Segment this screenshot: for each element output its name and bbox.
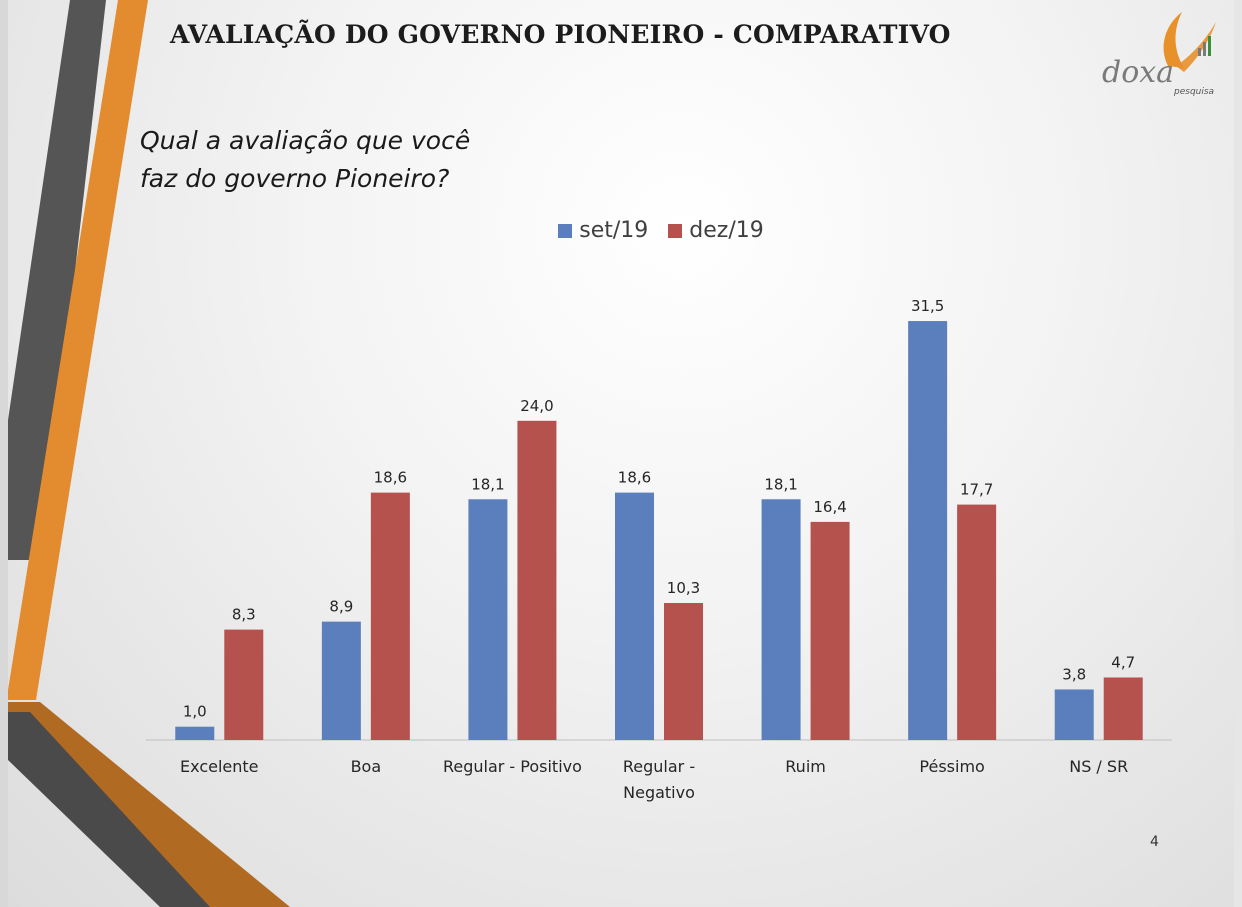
data-label-set19-6: 3,8 bbox=[1062, 665, 1086, 683]
data-label-dez19-1: 18,6 bbox=[374, 469, 407, 487]
logo-bar-3 bbox=[1208, 36, 1211, 56]
orange-diagonal-stripe bbox=[8, 0, 148, 700]
bottom-orange-stripe bbox=[8, 702, 290, 907]
data-label-dez19-5: 17,7 bbox=[960, 481, 993, 499]
slide-title: AVALIAÇÃO DO GOVERNO PIONEIRO - COMPARAT… bbox=[170, 20, 951, 49]
bar-set19-4 bbox=[761, 499, 801, 740]
bar-dez19-6 bbox=[1103, 677, 1143, 740]
category-label-5: Péssimo bbox=[919, 757, 984, 776]
category-label-3-line-0: Regular - bbox=[623, 757, 695, 776]
logo-orange-swoosh bbox=[1163, 12, 1184, 68]
bar-dez19-1 bbox=[370, 492, 410, 740]
data-label-set19-1: 8,9 bbox=[329, 598, 353, 616]
bar-dez19-3 bbox=[664, 603, 703, 740]
bar-set19-1 bbox=[321, 621, 361, 740]
category-label-1: Boa bbox=[351, 757, 382, 776]
data-label-dez19-2: 24,0 bbox=[520, 397, 553, 415]
bar-set19-6 bbox=[1054, 689, 1094, 740]
logo-orange-swoosh-2 bbox=[1176, 22, 1216, 72]
legend-item-dez19: dez/19 bbox=[668, 218, 764, 243]
page-number: 4 bbox=[1150, 834, 1159, 850]
right-edge-shade bbox=[1234, 0, 1242, 907]
bar-set19-3 bbox=[615, 492, 654, 740]
category-label-4: Ruim bbox=[785, 757, 826, 776]
legend-label-dez19: dez/19 bbox=[689, 218, 764, 243]
data-label-set19-2: 18,1 bbox=[471, 475, 504, 493]
bar-set19-5 bbox=[908, 321, 948, 740]
data-label-set19-3: 18,6 bbox=[618, 469, 651, 487]
bar-set19-2 bbox=[468, 499, 508, 740]
logo-bar-2 bbox=[1203, 42, 1206, 56]
category-label-2: Regular - Positivo bbox=[443, 757, 582, 776]
category-label-3-line-1: Negativo bbox=[623, 783, 695, 802]
data-label-dez19-6: 4,7 bbox=[1111, 653, 1135, 671]
legend-label-set19: set/19 bbox=[579, 218, 649, 243]
data-label-dez19-0: 8,3 bbox=[232, 606, 256, 624]
survey-question: Qual a avaliação que você faz do governo… bbox=[140, 122, 560, 198]
bar-dez19-0 bbox=[224, 629, 264, 740]
legend-item-set19: set/19 bbox=[558, 218, 648, 243]
legend-swatch-dez19 bbox=[668, 223, 683, 238]
question-line-1: Qual a avaliação que você bbox=[140, 126, 471, 155]
data-label-set19-0: 1,0 bbox=[183, 703, 207, 721]
bar-dez19-2 bbox=[517, 420, 557, 740]
category-label-0: Excelente bbox=[180, 757, 258, 776]
bottom-dark-stripe bbox=[8, 712, 210, 907]
logo-text: doxa bbox=[1102, 55, 1174, 90]
bar-dez19-5 bbox=[957, 504, 997, 740]
chart-legend: set/19 dez/19 bbox=[0, 218, 1242, 243]
data-label-dez19-3: 10,3 bbox=[667, 579, 700, 597]
doxa-logo: doxa pesquisa bbox=[1102, 12, 1216, 96]
legend-swatch-set19 bbox=[558, 223, 573, 238]
bar-dez19-4 bbox=[810, 521, 850, 740]
data-label-set19-5: 31,5 bbox=[911, 297, 944, 315]
data-label-dez19-4: 16,4 bbox=[813, 498, 846, 516]
logo-subtext: pesquisa bbox=[1173, 87, 1214, 96]
left-edge-gray bbox=[0, 0, 8, 907]
logo-bar-1 bbox=[1198, 48, 1201, 56]
data-label-set19-4: 18,1 bbox=[764, 475, 797, 493]
bar-set19-0 bbox=[175, 726, 215, 740]
dark-diagonal-stripe bbox=[8, 0, 106, 560]
question-line-2: faz do governo Pioneiro? bbox=[140, 164, 450, 193]
category-label-6: NS / SR bbox=[1069, 757, 1128, 776]
